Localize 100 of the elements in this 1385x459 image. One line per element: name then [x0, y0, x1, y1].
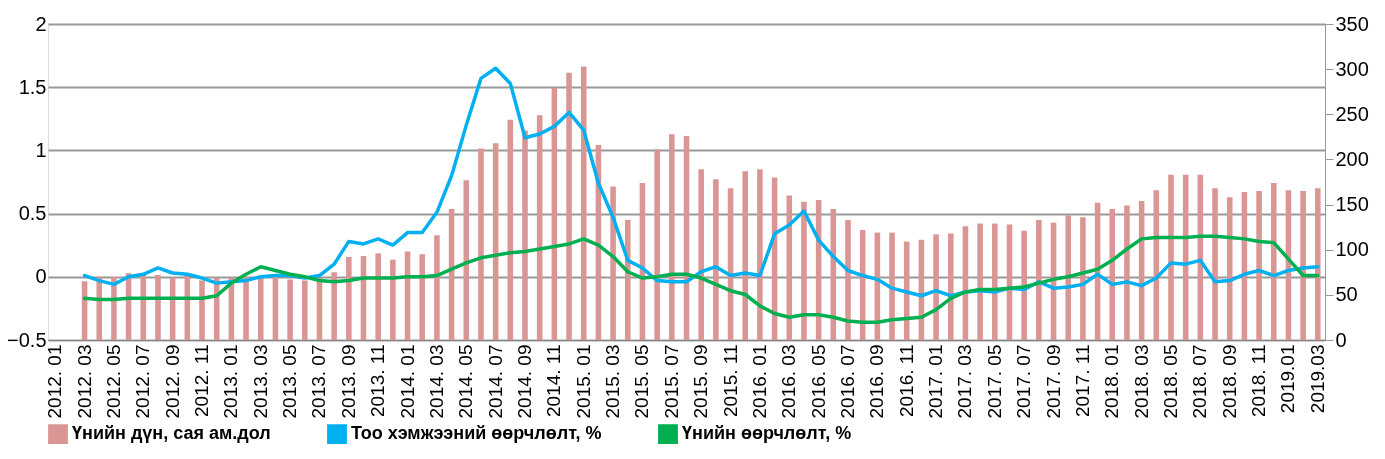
x-tick-label: 2012. 07 [132, 344, 154, 419]
bar [199, 280, 205, 340]
bar [375, 253, 381, 340]
bar [992, 223, 998, 340]
bar [566, 72, 572, 340]
x-tick-label: 2014. 11 [543, 344, 565, 418]
x-tick-label: 2012. 11 [191, 344, 213, 418]
bar [742, 171, 749, 340]
x-tick-label: 2013. 09 [337, 344, 359, 419]
y-tick-label: 2 [35, 12, 47, 35]
x-tick-label: 2012. 09 [161, 344, 183, 419]
line-series [82, 234, 1320, 325]
x-tick-label: 2016. 09 [866, 344, 888, 419]
legend-label: Тоо хэмжээний өөрчлөлт, % [351, 423, 602, 444]
x-tick-label: 2015. 05 [631, 344, 653, 419]
bar [669, 134, 675, 340]
x-tick-label: 2018. 05 [1159, 344, 1181, 419]
y2-tick-label: 300 [1335, 57, 1369, 80]
bar [947, 233, 954, 340]
y2-tick-label: 0 [1335, 328, 1347, 351]
bar [903, 241, 910, 340]
y-tick-label: −0.5 [7, 328, 47, 351]
x-tick-label: 2013. 01 [220, 344, 242, 419]
bar [1212, 188, 1218, 340]
x-tick-label: 2014. 01 [396, 344, 418, 419]
bar [1270, 182, 1277, 340]
bar [1036, 219, 1042, 340]
bar [889, 232, 895, 340]
y-tick-label: 0 [35, 265, 47, 288]
bar [1315, 188, 1321, 340]
y2-tick-label: 250 [1335, 102, 1369, 125]
bar [1168, 174, 1174, 340]
bar [1124, 205, 1130, 340]
bar [522, 130, 528, 340]
bar [287, 279, 293, 340]
bar [698, 169, 704, 340]
x-tick-label: 2015. 01 [572, 344, 594, 419]
bar [1109, 209, 1116, 340]
y-tick-label: 1 [35, 138, 47, 161]
bar [1300, 191, 1306, 340]
bar [654, 149, 660, 340]
x-tick-label: 2014. 09 [514, 344, 535, 419]
y2-tick-label: 100 [1335, 238, 1369, 261]
x-tick-label: 2013. 03 [249, 344, 271, 419]
x-tick-label: 2016. 07 [837, 344, 858, 419]
bar [140, 273, 147, 340]
x-tick-label: 2014. 03 [425, 344, 447, 419]
bar [1065, 215, 1072, 340]
bar [419, 254, 426, 340]
x-tick-label: 2012. 03 [73, 344, 95, 419]
x-tick-label: 2014. 05 [455, 344, 477, 419]
bar [346, 256, 352, 340]
x-tick-label: 2016. 01 [748, 344, 770, 419]
legend-label: Үнийн өөрчлөлт, % [682, 423, 852, 444]
bar [390, 259, 396, 340]
bar [1080, 217, 1086, 340]
x-tick-label: 2016. 03 [778, 344, 800, 419]
bar [1021, 230, 1027, 340]
y2-tick-label: 50 [1335, 283, 1358, 306]
x-tick-label: 2012. 05 [102, 344, 124, 419]
bar [1226, 197, 1233, 340]
x-tick-label: 2019.03 [1306, 344, 1328, 414]
x-tick-label: 2017. 01 [925, 344, 947, 419]
x-tick-label: 2017. 11 [1071, 344, 1093, 418]
bar [801, 201, 807, 340]
y2-tick-label: 200 [1335, 147, 1369, 170]
x-tick-label: 2013. 07 [308, 344, 330, 419]
x-tick-label: 2013. 05 [279, 344, 301, 419]
x-tick-label: 2016. 11 [895, 344, 917, 418]
bar [845, 219, 851, 340]
x-tick-label: 2017. 09 [1042, 344, 1064, 419]
y-tick-label: 1.5 [18, 75, 47, 98]
bar [977, 223, 983, 340]
bar [331, 272, 337, 340]
x-tick-label: 2017. 05 [983, 344, 1005, 419]
x-tick-label: 2015. 03 [602, 344, 624, 419]
x-tick-label: 2014. 07 [484, 344, 506, 419]
bar [933, 234, 939, 340]
x-tick-label: 2018. 07 [1189, 344, 1211, 419]
line-series [82, 66, 1320, 298]
bar [1256, 191, 1262, 340]
bar [713, 179, 719, 340]
x-tick-label: 2018. 03 [1130, 344, 1152, 419]
x-tick-label: 2019.01 [1277, 344, 1299, 414]
bar [155, 274, 161, 340]
bar [434, 235, 440, 340]
y2-tick-label: 350 [1335, 12, 1369, 35]
bar [257, 277, 264, 340]
x-tick-label: 2018. 09 [1218, 344, 1240, 419]
bar [478, 148, 484, 340]
x-tick-label: 2018. 01 [1101, 344, 1123, 419]
bar [243, 276, 249, 340]
bar [463, 180, 470, 340]
y2-tick-label: 150 [1335, 193, 1369, 216]
x-tick-label: 2015. 07 [660, 344, 682, 419]
y-tick-label: 0.5 [18, 202, 47, 225]
x-tick-label: 2013. 11 [367, 344, 389, 418]
bar [786, 195, 793, 340]
x-tick-label: 2015. 09 [690, 344, 712, 419]
x-tick-label: 2017. 03 [954, 344, 976, 419]
